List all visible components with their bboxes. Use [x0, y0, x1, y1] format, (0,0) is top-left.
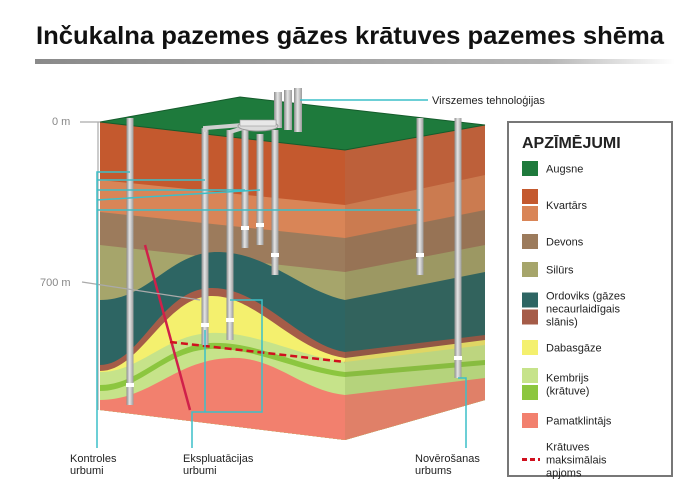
- legend-label: Devons: [546, 237, 584, 249]
- callout-text: urbums: [415, 465, 452, 477]
- well-joint: [271, 253, 279, 257]
- legend-label: Krātuves maksimālais apjoms: [546, 442, 607, 480]
- depth-label: 0 m: [52, 116, 70, 128]
- legend-label-line: Kembrijs: [546, 373, 589, 385]
- legend-label: Pamatklintājs: [546, 416, 612, 428]
- legend-swatch: [522, 413, 538, 428]
- front-face: [100, 122, 345, 440]
- legend-label: Dabasgāze: [546, 343, 602, 355]
- well-joint: [126, 383, 134, 387]
- callout-label: Novērošanas urbums: [415, 453, 480, 477]
- platform: [239, 119, 277, 127]
- well-joint: [256, 223, 264, 227]
- callout-line: [96, 171, 420, 448]
- well-joint: [226, 318, 234, 322]
- legend-title: APZĪMĒJUMI: [522, 133, 621, 152]
- depth-label: 700 m: [40, 277, 71, 289]
- fault-line: [143, 244, 192, 411]
- well: [256, 134, 264, 245]
- legend-label: Ordoviks (gāzes necaurlaidīgais slānis): [546, 291, 626, 329]
- callout-label: Virszemes tehnoloģijas: [432, 94, 545, 107]
- callout-text: urbumi: [70, 465, 104, 477]
- callout-text: Novērošanas: [415, 453, 480, 465]
- title: Inčukalna pazemes gāzes krātuves pazemes…: [36, 22, 665, 50]
- well-joint: [201, 323, 209, 327]
- well: [241, 130, 249, 248]
- legend-label-line: necaurlaidīgais: [546, 304, 620, 316]
- legend-label-line: Silūrs: [546, 265, 574, 277]
- well: [416, 118, 424, 275]
- legend-label: Kembrijs (krātuve): [546, 373, 589, 398]
- legend-swatch: [522, 368, 538, 383]
- well: [201, 128, 209, 345]
- well-joint: [454, 356, 462, 360]
- legend-swatch: [522, 189, 538, 204]
- callout-line: [191, 299, 263, 448]
- legend-label-line: maksimālais: [546, 455, 607, 467]
- legend-label-line: apjoms: [546, 468, 582, 480]
- legend-label-line: Devons: [546, 237, 584, 249]
- legend: Augsne Kvartārs Devons Silūrs Ordoviks (gāze…: [522, 161, 626, 480]
- callout-label: Ekspluatācijas urbumi: [183, 453, 254, 477]
- legend-label-line: Augsne: [546, 164, 583, 176]
- legend-label-line: slānis): [546, 317, 578, 329]
- callout-text: urbumi: [183, 465, 217, 477]
- legend-label-line: (krātuve): [546, 386, 589, 398]
- tank: [284, 90, 292, 130]
- legend-label: Silūrs: [546, 265, 574, 277]
- callout-label: Kontroles urbumi: [70, 453, 117, 477]
- rock-layer: [100, 357, 345, 440]
- legend-swatch: [522, 234, 538, 249]
- well: [454, 118, 462, 378]
- legend-swatch: [522, 206, 538, 221]
- depth-tick: [81, 281, 201, 301]
- legend-label-line: Pamatklintājs: [546, 416, 612, 428]
- legend-swatch: [522, 161, 538, 176]
- callout-text: Kontroles: [70, 453, 117, 465]
- legend-label: Kvartārs: [546, 200, 587, 212]
- callout-text: Ekspluatācijas: [183, 453, 254, 465]
- side-face: [345, 125, 485, 440]
- legend-swatch: [522, 262, 538, 277]
- well: [271, 130, 279, 275]
- well-joint: [416, 253, 424, 257]
- legend-swatch: [522, 309, 538, 325]
- rock-layer: [345, 378, 485, 440]
- callout-text: Virszemes tehnoloģijas: [432, 94, 545, 107]
- legend-label-line: Krātuves: [546, 442, 590, 454]
- legend-label-line: Kvartārs: [546, 200, 587, 212]
- well: [126, 118, 134, 405]
- tank: [274, 92, 282, 128]
- title-rule: [35, 59, 675, 64]
- max-extent-line: [169, 340, 346, 364]
- side-shade: [345, 125, 485, 440]
- legend-swatch: [522, 385, 538, 400]
- legend-swatch: [522, 340, 538, 355]
- legend-swatch: [522, 292, 538, 308]
- callout-line: [458, 377, 467, 448]
- geology-block: [99, 88, 486, 440]
- well: [226, 130, 234, 340]
- well-joint: [241, 226, 249, 230]
- legend-label-line: Dabasgāze: [546, 343, 602, 355]
- legend-label-line: Ordoviks (gāzes: [546, 291, 626, 303]
- legend-label: Augsne: [546, 164, 583, 176]
- tank: [294, 88, 302, 132]
